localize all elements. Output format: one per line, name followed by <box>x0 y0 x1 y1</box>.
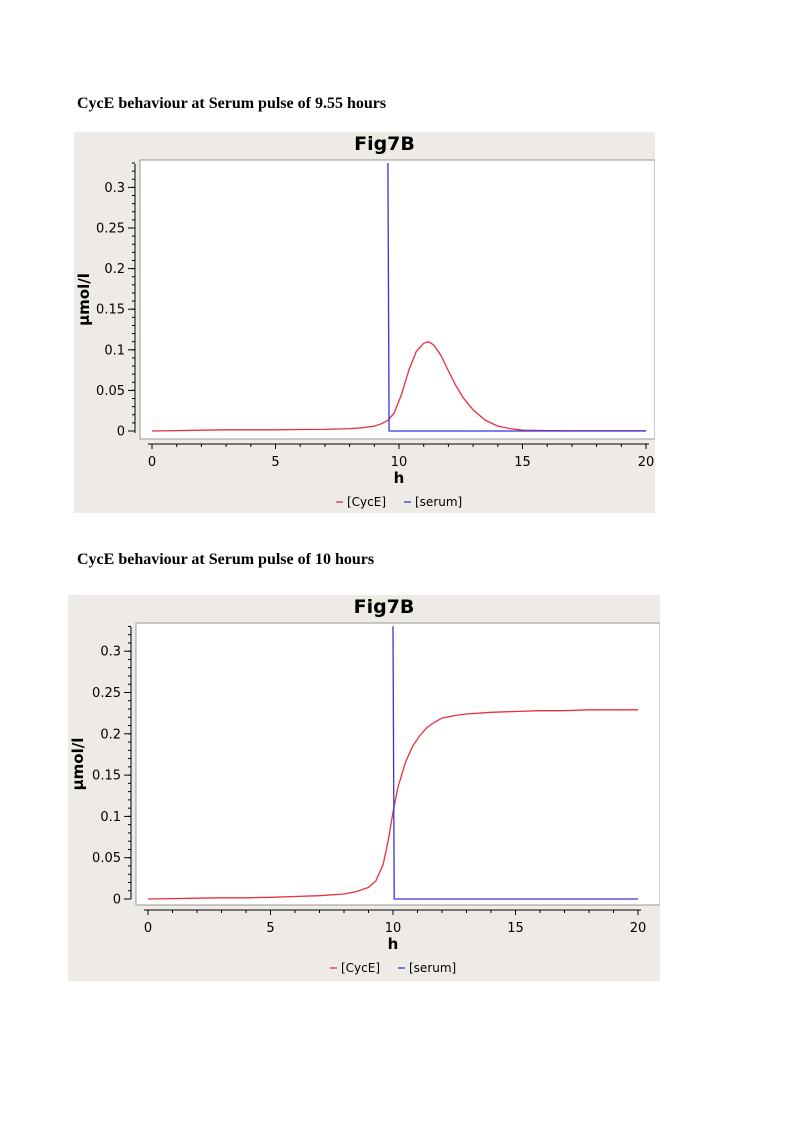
y-tick-label: 0.05 <box>92 851 121 866</box>
y-tick-label: 0.2 <box>104 262 125 277</box>
caption-chart-1: CycE behaviour at Serum pulse of 9.55 ho… <box>77 95 387 112</box>
chart-1-svg: Fig7B 0 0.05 0.1 0.15 0.2 0.25 0.3 0 5 10 15 20 h µmol… <box>75 133 655 509</box>
x-tick-label: 15 <box>514 455 531 470</box>
x-tick-label: 0 <box>144 921 152 936</box>
chart-title: Fig7B <box>354 133 415 155</box>
chart-panel-2: Fig7B 0 0.05 0.1 0.15 0.2 0.25 0.3 0 5 10 15 20 h µmol… <box>68 595 660 981</box>
x-tick-label: 5 <box>266 921 274 936</box>
series-line-serum <box>387 162 646 432</box>
caption-chart-2: CycE behaviour at Serum pulse of 10 hour… <box>77 551 375 568</box>
x-tick-label: 10 <box>385 921 402 936</box>
y-tick-label: 0.25 <box>92 686 121 701</box>
series-line-cyce <box>151 340 646 432</box>
y-tick-label: 0.15 <box>92 769 121 784</box>
y-tick-label: 0.25 <box>96 222 125 237</box>
y-tick-label: 0 <box>113 893 121 908</box>
legend-label-cyce: [CycE] <box>347 495 386 509</box>
x-tick-label: 10 <box>391 455 408 470</box>
series-line-serum <box>392 626 638 900</box>
plot-area <box>135 622 660 906</box>
x-axis-label: h <box>394 469 405 487</box>
x-tick-label: 5 <box>271 455 279 470</box>
x-axis-label: h <box>388 935 399 953</box>
chart-panel-1: Fig7B 0 0.05 0.1 0.15 0.2 0.25 0.3 0 5 10 15 20 h µmol… <box>74 132 655 513</box>
x-tick-label: 0 <box>148 455 156 470</box>
y-tick-label: 0.2 <box>100 727 121 742</box>
y-tick-label: 0.3 <box>100 645 121 660</box>
y-tick-label: 0.15 <box>96 303 125 318</box>
x-tick-label: 15 <box>507 921 524 936</box>
legend-label-serum: [serum] <box>415 495 462 509</box>
y-axis-label: µmol/l <box>75 273 93 326</box>
y-tick-label: 0.1 <box>100 810 121 825</box>
x-tick-label: 20 <box>630 921 647 936</box>
series-line-cyce <box>147 709 638 900</box>
chart-2-svg: Fig7B 0 0.05 0.1 0.15 0.2 0.25 0.3 0 5 10 15 20 h µmol… <box>69 596 660 975</box>
plot-area <box>139 159 655 440</box>
y-tick-label: 0.1 <box>104 343 125 358</box>
y-tick-label: 0.05 <box>96 384 125 399</box>
legend-label-serum: [serum] <box>409 961 456 975</box>
chart-title: Fig7B <box>354 596 415 618</box>
y-tick-label: 0 <box>117 425 125 440</box>
y-tick-label: 0.3 <box>104 181 125 196</box>
y-axis-label: µmol/l <box>69 738 87 791</box>
legend-label-cyce: [CycE] <box>341 961 380 975</box>
x-tick-label: 20 <box>638 455 655 470</box>
